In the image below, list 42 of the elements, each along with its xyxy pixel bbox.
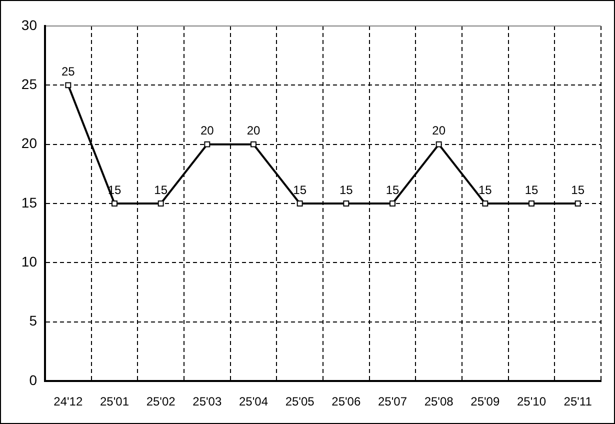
- y-tick-label: 5: [29, 312, 38, 329]
- point: [65, 82, 72, 88]
- x-tick-label: 25'06: [332, 394, 361, 409]
- point: [482, 200, 488, 206]
- data-label: 15: [293, 182, 307, 197]
- data-label: 25: [61, 64, 76, 78]
- y-tick-label: 30: [21, 16, 38, 33]
- x-tick-label: 25'09: [470, 394, 500, 409]
- data-label: 15: [571, 182, 585, 197]
- y-tick-label: 15: [21, 194, 38, 210]
- x-tick-label: 25'08: [424, 394, 454, 409]
- x-tick-label: 25'11: [564, 394, 592, 409]
- data-label: 20: [246, 124, 260, 138]
- y-tick-label: 10: [21, 254, 38, 270]
- point: [158, 200, 164, 206]
- data-label: 15: [524, 182, 538, 197]
- data-label: 15: [478, 182, 492, 197]
- point: [436, 141, 442, 148]
- point: [296, 200, 303, 206]
- x-tick-label: 25'03: [192, 394, 222, 409]
- point: [250, 141, 256, 148]
- point: [204, 141, 210, 148]
- data-label: 15: [339, 182, 354, 197]
- data-label: 15: [386, 182, 400, 197]
- x-tick-label: 25'10: [517, 394, 546, 409]
- y-tick-label: 0: [29, 372, 38, 388]
- data-label: 20: [432, 124, 446, 138]
- data-label: 20: [200, 124, 214, 138]
- x-tick-label: 24'12: [54, 394, 83, 409]
- point: [574, 200, 581, 206]
- y-tick-label: 20: [21, 135, 38, 152]
- point: [112, 200, 118, 206]
- x-tick-label: 25'04: [239, 394, 268, 409]
- x-tick-label: 25'02: [146, 394, 176, 409]
- x-tick-label: 25'05: [285, 394, 315, 409]
- point: [343, 200, 350, 206]
- point: [390, 200, 396, 206]
- x-tick-label: 25'01: [100, 394, 130, 409]
- point: [528, 200, 534, 206]
- x-tick-label: 25'07: [378, 394, 408, 409]
- y-tick-label: 25: [21, 76, 38, 92]
- data-label: 15: [154, 182, 168, 197]
